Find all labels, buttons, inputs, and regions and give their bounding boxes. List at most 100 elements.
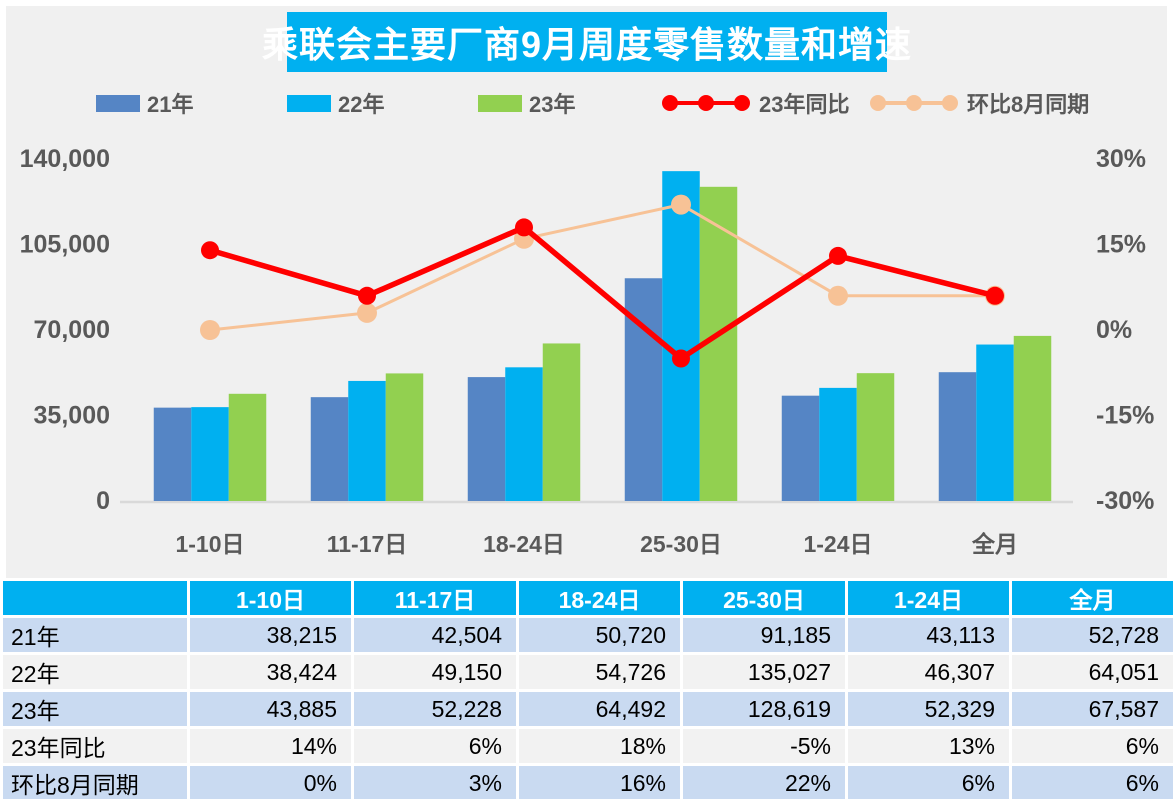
table-header-cell: 1-10日 [187,578,354,618]
table-cell: 18% [516,726,683,766]
bar-series0-cat0 [153,407,192,501]
bar-series0-cat4 [781,395,820,501]
table-cell: 54,726 [516,652,683,692]
chart-section: 乘联会主要厂商9月周度零售数量和增速 21年 22年 23年 23年同比 环比8月同期 … [0,12,1173,557]
mom-marker [200,320,220,340]
right-axis-tick: -15% [1096,402,1154,430]
table-cell: 22% [680,763,848,799]
legend-bar-swatch [478,94,522,112]
table-cell: 49,150 [351,652,519,692]
mom-marker [357,302,377,323]
combo-chart: 140,000 105,000 70,000 35,000 0 30% 15% 0% -15% -… [20,145,1155,557]
left-axis-tick: 35,000 [34,402,110,430]
table-cell: 52,228 [351,689,519,729]
row-label: 23年同比 [0,726,190,766]
table-header-cell: 25-30日 [680,578,848,618]
bar-series0-cat5 [938,372,977,501]
legend-item-0: 21年 [96,88,193,118]
table-cell: -5% [680,726,848,766]
x-axis-label: 全月 [971,531,1018,557]
x-axis-label: 18-24日 [483,531,565,557]
left-axis-tick: 0 [96,487,110,515]
table-cell: 46,307 [845,652,1012,692]
right-axis-tick: 30% [1096,145,1146,173]
yoy-marker [358,286,376,305]
bar-series0-cat3 [624,278,663,501]
legend-bar-swatch [96,94,140,112]
left-axis-tick: 105,000 [20,231,110,259]
mom-line [208,203,997,332]
yoy-marker [515,218,533,237]
table-cell: 135,027 [680,652,848,692]
left-axis-tick: 140,000 [20,145,110,173]
bar-series2-cat4 [856,373,895,501]
table-cell: 0% [187,763,354,799]
table-row: 21年 38,215 42,504 50,720 91,185 43,113 52,728 [0,615,1173,655]
row-label: 环比8月同期 [0,763,190,799]
table-cell: 64,051 [1009,652,1173,692]
bar-series2-cat0 [228,393,267,501]
table-row: 23年 43,885 52,228 64,492 128,619 52,329 67,587 [0,689,1173,729]
data-table: 1-10日 11-17日 18-24日 25-30日 1-24日 全月 21年 38,215 4… [0,578,1173,799]
table-cell: 67,587 [1009,689,1173,729]
legend-bar-swatch [287,94,331,112]
table-cell: 14% [187,726,354,766]
table-header-cell: 全月 [1009,578,1173,618]
table-cell: 43,113 [845,615,1012,655]
right-axis-tick: -30% [1096,487,1154,515]
x-axis-label: 25-30日 [640,531,722,557]
legend-item-3: 23年同比 [660,88,849,118]
yoy-marker [201,241,219,260]
legend-label: 23年 [529,92,576,117]
row-label: 22年 [0,652,190,692]
table-cell: 64,492 [516,689,683,729]
legend-item-4: 环比8月同期 [868,88,1089,118]
yoy-marker [986,286,1004,305]
x-axis-label: 11-17日 [327,531,408,557]
mom-marker [671,194,691,215]
legend-label: 环比8月同期 [967,92,1090,117]
table-header-cell: 11-17日 [351,578,519,618]
table-header-cell: 1-24日 [845,578,1012,618]
bar-series1-cat3 [662,171,700,502]
right-axis-tick: 15% [1096,231,1146,259]
legend-line-swatch [870,95,958,111]
legend-item-2: 23年 [478,88,575,118]
table-cell: 13% [845,726,1012,766]
bar-series1-cat0 [191,407,229,501]
legend-label: 23年同比 [759,92,850,117]
table-row: 23年同比 14% 6% 18% -5% 13% 6% [0,726,1173,766]
table-row: 22年 38,424 49,150 54,726 135,027 46,307 64,051 [0,652,1173,692]
legend-item-1: 22年 [287,88,384,118]
table-cell: 16% [516,763,683,799]
table-header-cell: 18-24日 [516,578,683,618]
table-cell: 42,504 [351,615,519,655]
yoy-line [207,224,998,362]
table-cell: 6% [351,726,519,766]
bar-series0-cat2 [467,377,506,501]
table-cell: 50,720 [516,615,683,655]
data-table-section: 1-10日 11-17日 18-24日 25-30日 1-24日 全月 21年 38,215 4… [0,578,1173,799]
x-axis-label: 1-10日 [175,531,244,557]
mom-marker [828,285,848,306]
table-cell: 52,728 [1009,615,1173,655]
table-cell: 6% [1009,726,1173,766]
legend-label: 21年 [147,92,194,117]
bar-series1-cat1 [348,380,386,501]
table-cell: 43,885 [187,689,354,729]
table-header-corner [0,578,190,618]
left-axis-tick: 70,000 [34,316,110,344]
table-cell: 91,185 [680,615,848,655]
table-cell: 38,215 [187,615,354,655]
chart-legend: 21年 22年 23年 23年同比 环比8月同期 [0,88,1173,118]
bar-series1-cat2 [505,367,543,501]
table-cell: 38,424 [187,652,354,692]
table-header-row: 1-10日 11-17日 18-24日 25-30日 1-24日 全月 [0,578,1173,618]
table-cell: 52,329 [845,689,1012,729]
table-cell: 128,619 [680,689,848,729]
bar-series2-cat1 [385,373,424,501]
chart-title: 乘联会主要厂商9月周度零售数量和增速 [262,12,911,72]
bar-series1-cat4 [819,387,857,501]
row-label: 23年 [0,689,190,729]
table-cell: 3% [351,763,519,799]
